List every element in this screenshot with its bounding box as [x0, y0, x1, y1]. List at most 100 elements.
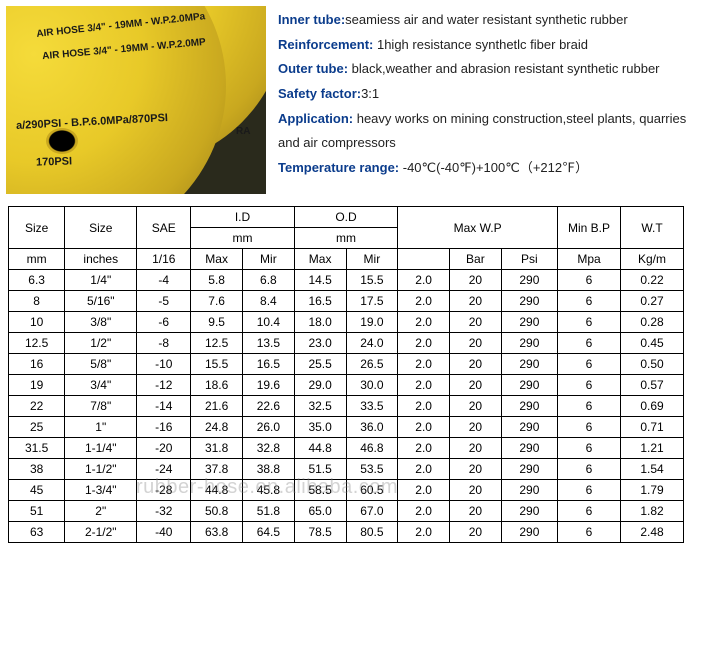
table-cell: 3/8": [65, 312, 137, 333]
table-cell: -14: [137, 396, 191, 417]
table-cell: 15.5: [191, 354, 243, 375]
table-cell: 60.5: [346, 480, 398, 501]
table-cell: 20: [450, 291, 502, 312]
table-cell: 2-1/2": [65, 522, 137, 543]
table-cell: 20: [450, 417, 502, 438]
table-cell: 2.0: [398, 417, 450, 438]
table-cell: 45.8: [243, 480, 295, 501]
table-cell: -24: [137, 459, 191, 480]
table-cell: 6: [558, 396, 621, 417]
table-header: [398, 249, 450, 270]
table-header: Size: [65, 207, 137, 249]
table-cell: 0.57: [621, 375, 684, 396]
table-cell: 0.50: [621, 354, 684, 375]
spec-list: Inner tube:seamiess air and water resist…: [278, 6, 696, 181]
table-cell: 2.0: [398, 312, 450, 333]
spec-line: Outer tube: black,weather and abrasion r…: [278, 57, 696, 82]
table-cell: 10.4: [243, 312, 295, 333]
table-cell: 290: [501, 312, 557, 333]
table-cell: 32.8: [243, 438, 295, 459]
table-cell: 10: [9, 312, 65, 333]
table-cell: 6: [558, 291, 621, 312]
table-header: W.T: [621, 207, 684, 249]
table-cell: -20: [137, 438, 191, 459]
table-cell: 14.5: [294, 270, 346, 291]
spec-value: -40℃(-40℉)+100℃（+212℉）: [399, 160, 588, 175]
table-cell: 30.0: [346, 375, 398, 396]
table-cell: 67.0: [346, 501, 398, 522]
table-container: rubber-hose.en.alibaba.com SizeSizeSAEI.…: [6, 206, 696, 543]
table-cell: 46.8: [346, 438, 398, 459]
table-cell: 15.5: [346, 270, 398, 291]
table-cell: 6: [558, 501, 621, 522]
table-cell: 0.27: [621, 291, 684, 312]
spec-value: 3:1: [361, 86, 379, 101]
table-cell: 63: [9, 522, 65, 543]
spec-label: Temperature range:: [278, 160, 399, 175]
table-cell: 24.0: [346, 333, 398, 354]
table-header: mm: [294, 228, 398, 249]
table-cell: 3/4": [65, 375, 137, 396]
spec-label: Reinforcement:: [278, 37, 373, 52]
spec-line: Inner tube:seamiess air and water resist…: [278, 8, 696, 33]
table-row: 451-3/4"-2844.845.858.560.52.02029061.79: [9, 480, 684, 501]
table-cell: 17.5: [346, 291, 398, 312]
table-header: Mir: [346, 249, 398, 270]
table-row: 251"-1624.826.035.036.02.02029060.71: [9, 417, 684, 438]
table-cell: 2.0: [398, 438, 450, 459]
table-cell: 1.21: [621, 438, 684, 459]
hose-print-text: 170PSI: [36, 155, 72, 168]
table-cell: 7/8": [65, 396, 137, 417]
table-cell: 6.3: [9, 270, 65, 291]
table-cell: -32: [137, 501, 191, 522]
table-cell: 45: [9, 480, 65, 501]
hose-print-text: RA: [236, 126, 250, 137]
table-cell: -5: [137, 291, 191, 312]
table-cell: -16: [137, 417, 191, 438]
table-row: 227/8"-1421.622.632.533.52.02029060.69: [9, 396, 684, 417]
hose-bore: [46, 128, 78, 154]
top-section: AIR HOSE 3/4" - 19MM - W.P.2.0MPa AIR HO…: [6, 6, 696, 194]
table-cell: 290: [501, 438, 557, 459]
spec-label: Outer tube:: [278, 61, 348, 76]
table-cell: 16.5: [294, 291, 346, 312]
table-row: 12.51/2"-812.513.523.024.02.02029060.45: [9, 333, 684, 354]
table-cell: 18.6: [191, 375, 243, 396]
table-cell: 24.8: [191, 417, 243, 438]
table-cell: 2.0: [398, 522, 450, 543]
table-header: Mir: [243, 249, 295, 270]
spec-value: seamiess air and water resistant synthet…: [345, 12, 628, 27]
table-cell: 20: [450, 354, 502, 375]
table-cell: 16.5: [243, 354, 295, 375]
table-cell: 6: [558, 354, 621, 375]
table-cell: 6: [558, 312, 621, 333]
table-cell: 20: [450, 270, 502, 291]
spec-line: Temperature range: -40℃(-40℉)+100℃（+212℉…: [278, 156, 696, 181]
table-cell: 80.5: [346, 522, 398, 543]
table-cell: 290: [501, 375, 557, 396]
table-cell: 53.5: [346, 459, 398, 480]
table-cell: 26.5: [346, 354, 398, 375]
table-cell: 0.69: [621, 396, 684, 417]
table-header: mm: [9, 249, 65, 270]
spec-label: Safety factor:: [278, 86, 361, 101]
table-cell: 1-1/4": [65, 438, 137, 459]
table-cell: 2.0: [398, 480, 450, 501]
table-header: Max W.P: [398, 207, 558, 249]
table-cell: 6: [558, 333, 621, 354]
table-cell: 290: [501, 333, 557, 354]
table-cell: 20: [450, 438, 502, 459]
table-cell: 5.8: [191, 270, 243, 291]
table-cell: 19.0: [346, 312, 398, 333]
table-header: Min B.P: [558, 207, 621, 249]
table-cell: 38.8: [243, 459, 295, 480]
table-cell: 1": [65, 417, 137, 438]
table-cell: 20: [450, 375, 502, 396]
table-header: inches: [65, 249, 137, 270]
table-cell: 1/4": [65, 270, 137, 291]
table-cell: 51.8: [243, 501, 295, 522]
table-cell: -4: [137, 270, 191, 291]
table-cell: 1.54: [621, 459, 684, 480]
table-cell: 290: [501, 480, 557, 501]
table-cell: 35.0: [294, 417, 346, 438]
